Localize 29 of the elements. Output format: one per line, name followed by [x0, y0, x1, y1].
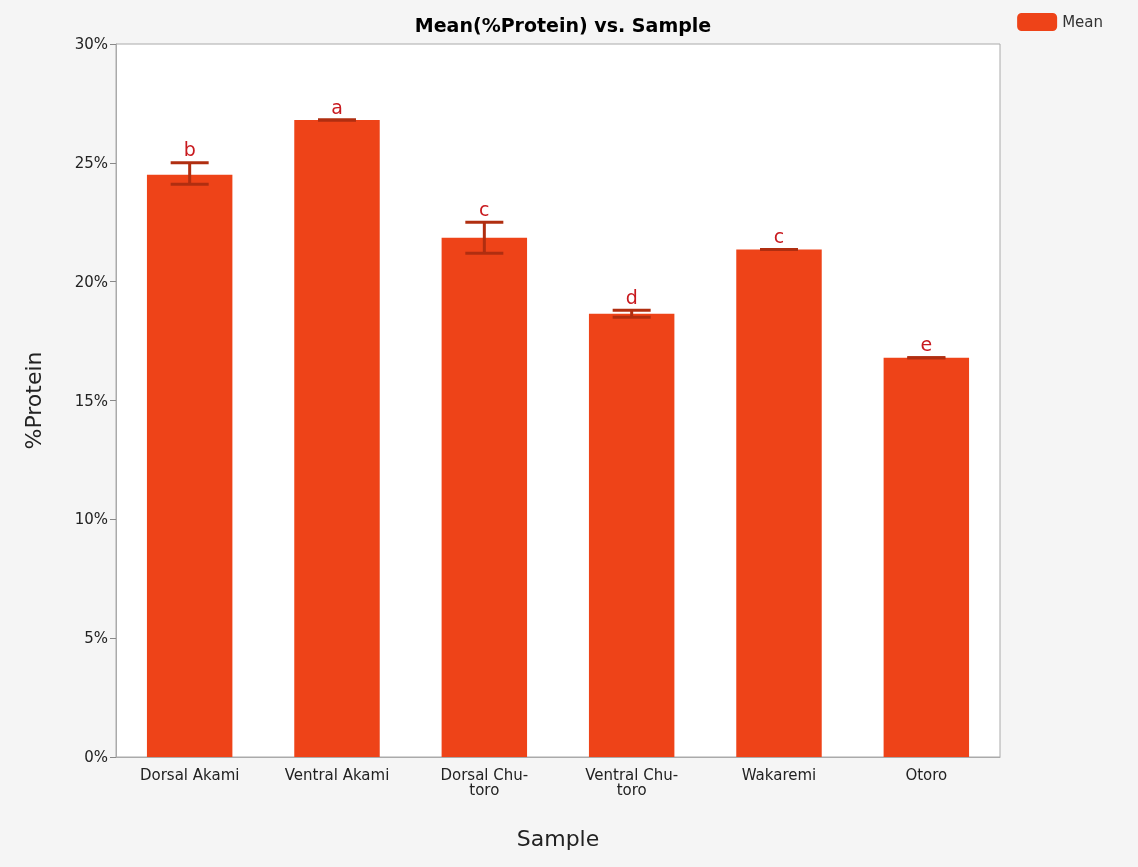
bar: [588, 313, 675, 757]
x-tick-label: Otoro: [905, 765, 948, 784]
y-tick-label: 0%: [84, 748, 108, 766]
annotation: c: [479, 197, 490, 220]
y-tick-label: 5%: [84, 629, 108, 648]
annotation: e: [920, 333, 933, 356]
x-tick-label: Dorsal Akami: [139, 765, 240, 784]
y-tick-label: 10%: [74, 510, 108, 529]
annotation: b: [183, 138, 196, 161]
x-axis-title: Sample: [516, 825, 600, 851]
annotation: d: [625, 285, 638, 308]
x-tick-label: Wakaremi: [741, 765, 817, 784]
y-tick-label: 30%: [74, 35, 108, 53]
x-tick-label: Ventral Chu-toro: [585, 765, 679, 799]
bar: [146, 174, 233, 757]
bar: [441, 237, 528, 757]
y-axis-title: %Protein: [20, 351, 46, 450]
bar: [294, 120, 380, 757]
bar: [883, 357, 970, 757]
legend-label: Mean: [1062, 13, 1104, 31]
y-tick-label: 20%: [74, 272, 108, 291]
x-tick-label: Ventral Akami: [284, 765, 390, 784]
y-tick-label: 25%: [74, 153, 108, 172]
y-tick-label: 15%: [74, 391, 108, 410]
annotation: c: [773, 225, 785, 248]
chart-title: Mean(%Protein) vs. Sample: [414, 13, 712, 36]
annotation: a: [331, 95, 343, 118]
bar: [736, 249, 822, 757]
x-tick-label: Dorsal Chu-toro: [440, 765, 529, 799]
